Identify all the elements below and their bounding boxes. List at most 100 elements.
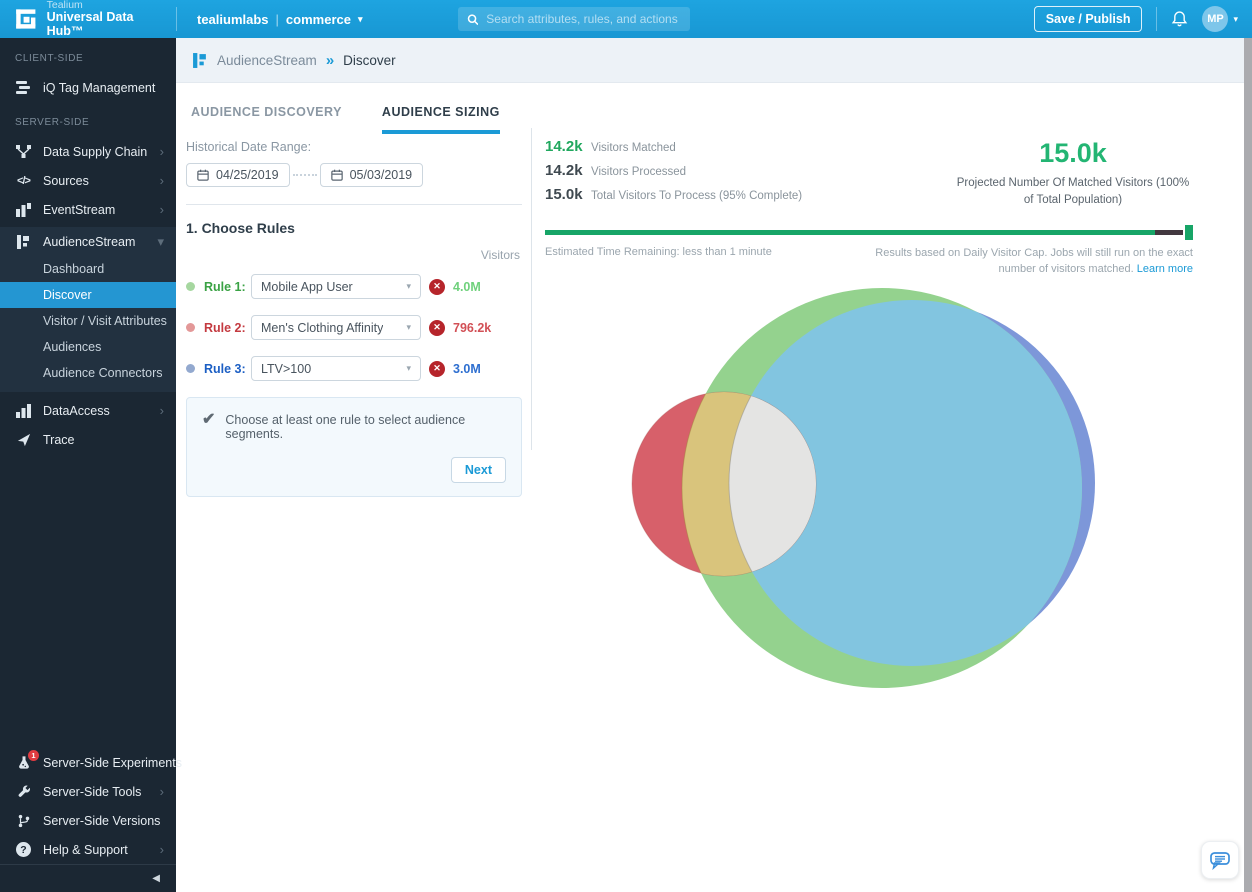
user-menu[interactable]: MP ▾ xyxy=(1202,6,1238,32)
search-input[interactable] xyxy=(486,12,680,26)
rule1-delete-button[interactable]: ✕ xyxy=(429,279,445,295)
rule3-selected-value: LTV>100 xyxy=(261,362,311,376)
global-search[interactable] xyxy=(458,7,690,31)
rule1-visitor-count: 4.0M xyxy=(453,280,481,294)
sidebar: CLIENT-SIDE iQ Tag Management SERVER-SID… xyxy=(0,38,176,892)
rule-row-2: Rule 2: Men's Clothing Affinity ▾ ✕ 796.… xyxy=(186,315,522,340)
stat-label: Visitors Processed xyxy=(591,166,686,178)
rule3-delete-button[interactable]: ✕ xyxy=(429,361,445,377)
topbar-divider xyxy=(176,7,177,31)
sidebar-bottom-group: 1 Server-Side Experiments Server-Side To… xyxy=(0,748,176,864)
choose-rules-heading: 1. Choose Rules xyxy=(186,220,522,236)
sidebar-item-data-supply-chain[interactable]: Data Supply Chain › xyxy=(0,137,176,166)
sidebar-item-label: iQ Tag Management xyxy=(43,81,155,95)
projected-value: 15.0k xyxy=(953,138,1193,169)
rule2-color-dot xyxy=(186,323,195,332)
divider xyxy=(186,204,522,205)
stat-value: 15.0k xyxy=(545,186,591,203)
sidebar-item-trace[interactable]: Trace xyxy=(0,425,176,454)
versions-branch-icon xyxy=(15,814,32,828)
date-end-picker[interactable]: 05/03/2019 xyxy=(320,163,424,187)
sidebar-item-label: Data Supply Chain xyxy=(43,145,147,159)
sidebar-item-label: Sources xyxy=(43,174,89,188)
tab-audience-discovery[interactable]: AUDIENCE DISCOVERY xyxy=(191,105,342,134)
search-icon xyxy=(467,13,479,26)
stat-label: Visitors Matched xyxy=(591,142,676,154)
brand: Tealium Universal Data Hub™ xyxy=(0,0,176,37)
rule2-selected-value: Men's Clothing Affinity xyxy=(261,321,383,335)
date-start-picker[interactable]: 04/25/2019 xyxy=(186,163,290,187)
code-icon: </> xyxy=(15,175,32,187)
sidebar-item-server-side-versions[interactable]: Server-Side Versions xyxy=(0,806,176,835)
stat-label: Total Visitors To Process (95% Complete) xyxy=(591,190,802,202)
sidebar-item-server-side-tools[interactable]: Server-Side Tools › xyxy=(0,777,176,806)
dataaccess-icon xyxy=(15,404,32,418)
rule1-color-dot xyxy=(186,282,195,291)
sidebar-item-label: DataAccess xyxy=(43,404,110,418)
sidebar-item-dataaccess[interactable]: DataAccess › xyxy=(0,396,176,425)
sidebar-item-dashboard[interactable]: Dashboard xyxy=(0,256,176,282)
tab-audience-sizing[interactable]: AUDIENCE SIZING xyxy=(382,105,500,134)
projected-label: Projected Number Of Matched Visitors (10… xyxy=(953,175,1193,208)
section-label-client-side: CLIENT-SIDE xyxy=(0,38,176,73)
sidebar-item-visitor-visit-attributes[interactable]: Visitor / Visit Attributes xyxy=(0,308,176,334)
vertical-scrollbar[interactable] xyxy=(1244,38,1252,892)
caret-down-icon: ▾ xyxy=(157,234,164,250)
profile-name: commerce xyxy=(286,12,351,27)
rule2-delete-button[interactable]: ✕ xyxy=(429,320,445,336)
caret-down-icon: ▾ xyxy=(406,322,411,333)
audiencestream-icon xyxy=(15,235,32,249)
sidebar-item-eventstream[interactable]: EventStream › xyxy=(0,195,176,224)
rule-row-1: Rule 1: Mobile App User ▾ ✕ 4.0M xyxy=(186,274,522,299)
sidebar-item-label: Server-Side Versions xyxy=(43,814,160,828)
chat-launcher-button[interactable] xyxy=(1201,841,1239,879)
section-label-server-side: SERVER-SIDE xyxy=(0,102,176,137)
venn-diagram xyxy=(545,270,1193,710)
caret-down-icon: ▾ xyxy=(1233,14,1238,25)
tag-management-icon xyxy=(15,81,32,94)
sidebar-item-audiences[interactable]: Audiences xyxy=(0,334,176,360)
date-range-connector xyxy=(293,174,317,176)
sidebar-item-iq-tag-management[interactable]: iQ Tag Management xyxy=(0,73,176,102)
chevron-right-icon: › xyxy=(160,784,164,799)
sidebar-item-server-side-experiments[interactable]: 1 Server-Side Experiments xyxy=(0,748,176,777)
sidebar-item-help-support[interactable]: ? Help & Support › xyxy=(0,835,176,864)
rule3-visitor-count: 3.0M xyxy=(453,362,481,376)
rule1-select[interactable]: Mobile App User ▾ xyxy=(251,274,421,299)
save-publish-button[interactable]: Save / Publish xyxy=(1034,6,1143,32)
rule1-label: Rule 1: xyxy=(204,280,251,294)
breadcrumb-parent[interactable]: AudienceStream xyxy=(217,53,317,68)
sidebar-collapse-button[interactable]: ◀ xyxy=(0,864,176,892)
chevron-right-icon: › xyxy=(160,202,164,217)
topbar-divider xyxy=(1156,7,1157,31)
sidebar-item-audience-connectors[interactable]: Audience Connectors xyxy=(0,360,176,386)
rule2-label: Rule 2: xyxy=(204,321,251,335)
audiencestream-breadcrumb-icon xyxy=(192,53,208,68)
processing-progress-bar xyxy=(545,225,1193,240)
rules-panel: Historical Date Range: 04/25/2019 xyxy=(186,140,522,497)
trace-icon xyxy=(15,433,32,447)
sidebar-item-sources[interactable]: </> Sources › xyxy=(0,166,176,195)
sidebar-item-label: Trace xyxy=(43,433,75,447)
sidebar-item-label: AudienceStream xyxy=(43,235,135,249)
stat-value: 14.2k xyxy=(545,138,591,155)
sidebar-item-discover[interactable]: Discover xyxy=(0,282,176,308)
breadcrumb: AudienceStream » Discover xyxy=(176,38,1244,83)
rule2-select[interactable]: Men's Clothing Affinity ▾ xyxy=(251,315,421,340)
caret-down-icon: ▾ xyxy=(406,281,411,292)
sidebar-item-audiencestream[interactable]: AudienceStream ▾ xyxy=(0,227,176,256)
progress-end-cap xyxy=(1185,225,1193,240)
sidebar-item-label: Server-Side Experiments xyxy=(43,756,182,770)
rule2-visitor-count: 796.2k xyxy=(453,321,491,335)
app-window: Tealium Universal Data Hub™ tealiumlabs … xyxy=(0,0,1252,892)
chevron-right-icon: › xyxy=(160,173,164,188)
notifications-bell-icon[interactable] xyxy=(1171,10,1188,28)
rule3-select[interactable]: LTV>100 ▾ xyxy=(251,356,421,381)
next-button[interactable]: Next xyxy=(451,457,506,483)
rule1-selected-value: Mobile App User xyxy=(261,280,353,294)
avatar: MP xyxy=(1202,6,1228,32)
account-separator: | xyxy=(276,12,279,27)
sidebar-item-label: Help & Support xyxy=(43,843,128,857)
progress-complete-segment xyxy=(545,230,1155,235)
account-switcher[interactable]: tealiumlabs | commerce ▾ xyxy=(197,12,363,27)
